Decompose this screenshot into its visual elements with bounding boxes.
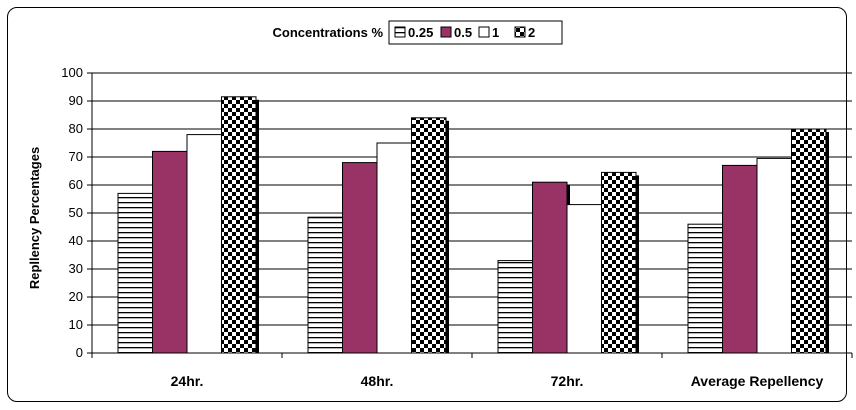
y-tick-label: 30	[69, 261, 83, 276]
bar-72hr--0_5	[532, 181, 568, 354]
legend-label-0_5: 0.5	[454, 25, 472, 40]
bar-72hr--1	[566, 204, 602, 354]
y-tick-label: 0	[76, 345, 83, 360]
y-axis-title: Repllency Percentages	[27, 147, 42, 289]
y-tick-label: 40	[69, 233, 83, 248]
y-tick-label: 20	[69, 289, 83, 304]
bar-average-repellency-0_5	[722, 164, 758, 354]
bar-24hr--1	[186, 134, 222, 354]
legend-swatch-2	[514, 26, 526, 38]
bar-72hr--0_25	[497, 260, 533, 354]
x-category-label: 24hr.	[171, 373, 204, 389]
bar-48hr--0_5	[342, 162, 378, 354]
legend-items: 0.25 0.5 1 2	[394, 25, 535, 40]
bar-average-repellency-0_25	[687, 223, 723, 354]
bar-72hr--2	[601, 171, 637, 354]
y-tick-label: 50	[69, 205, 83, 220]
legend-swatch-0_25	[394, 26, 406, 38]
legend-label-2: 2	[528, 25, 535, 40]
bar-48hr--2	[411, 117, 447, 354]
y-tick-label: 10	[69, 317, 83, 332]
bar-24hr--2	[221, 96, 257, 354]
y-tick-label: 60	[69, 177, 83, 192]
y-axis-ticks: 0 10 20 30 40 50 60 70 80 90 100	[61, 65, 92, 360]
x-axis-labels: 24hr. 48hr. 72hr. Average Repellency	[91, 353, 853, 389]
x-category-label: 48hr.	[361, 373, 394, 389]
bar-48hr--0_25	[307, 216, 343, 354]
legend-label-1: 1	[492, 25, 499, 40]
legend-label-0_25: 0.25	[408, 25, 433, 40]
bar-average-repellency-2	[791, 128, 827, 354]
y-tick-label: 80	[69, 121, 83, 136]
bar-24hr--0_25	[117, 192, 153, 354]
bar-48hr--1	[376, 142, 412, 354]
legend: Concentrations % 0.25 0.5 1 2	[272, 20, 563, 45]
x-category-label: 72hr.	[551, 373, 584, 389]
bar-24hr--0_5	[152, 150, 188, 354]
x-category-label: Average Repellency	[691, 373, 824, 389]
chart-frame	[7, 7, 847, 402]
y-tick-label: 70	[69, 149, 83, 164]
legend-title: Concentrations %	[272, 25, 383, 40]
bars	[117, 96, 829, 354]
y-tick-label: 100	[61, 65, 83, 80]
bar-average-repellency-1	[756, 157, 792, 354]
legend-swatch-0_5	[440, 26, 452, 38]
legend-swatch-1	[478, 26, 490, 38]
y-tick-label: 90	[69, 93, 83, 108]
